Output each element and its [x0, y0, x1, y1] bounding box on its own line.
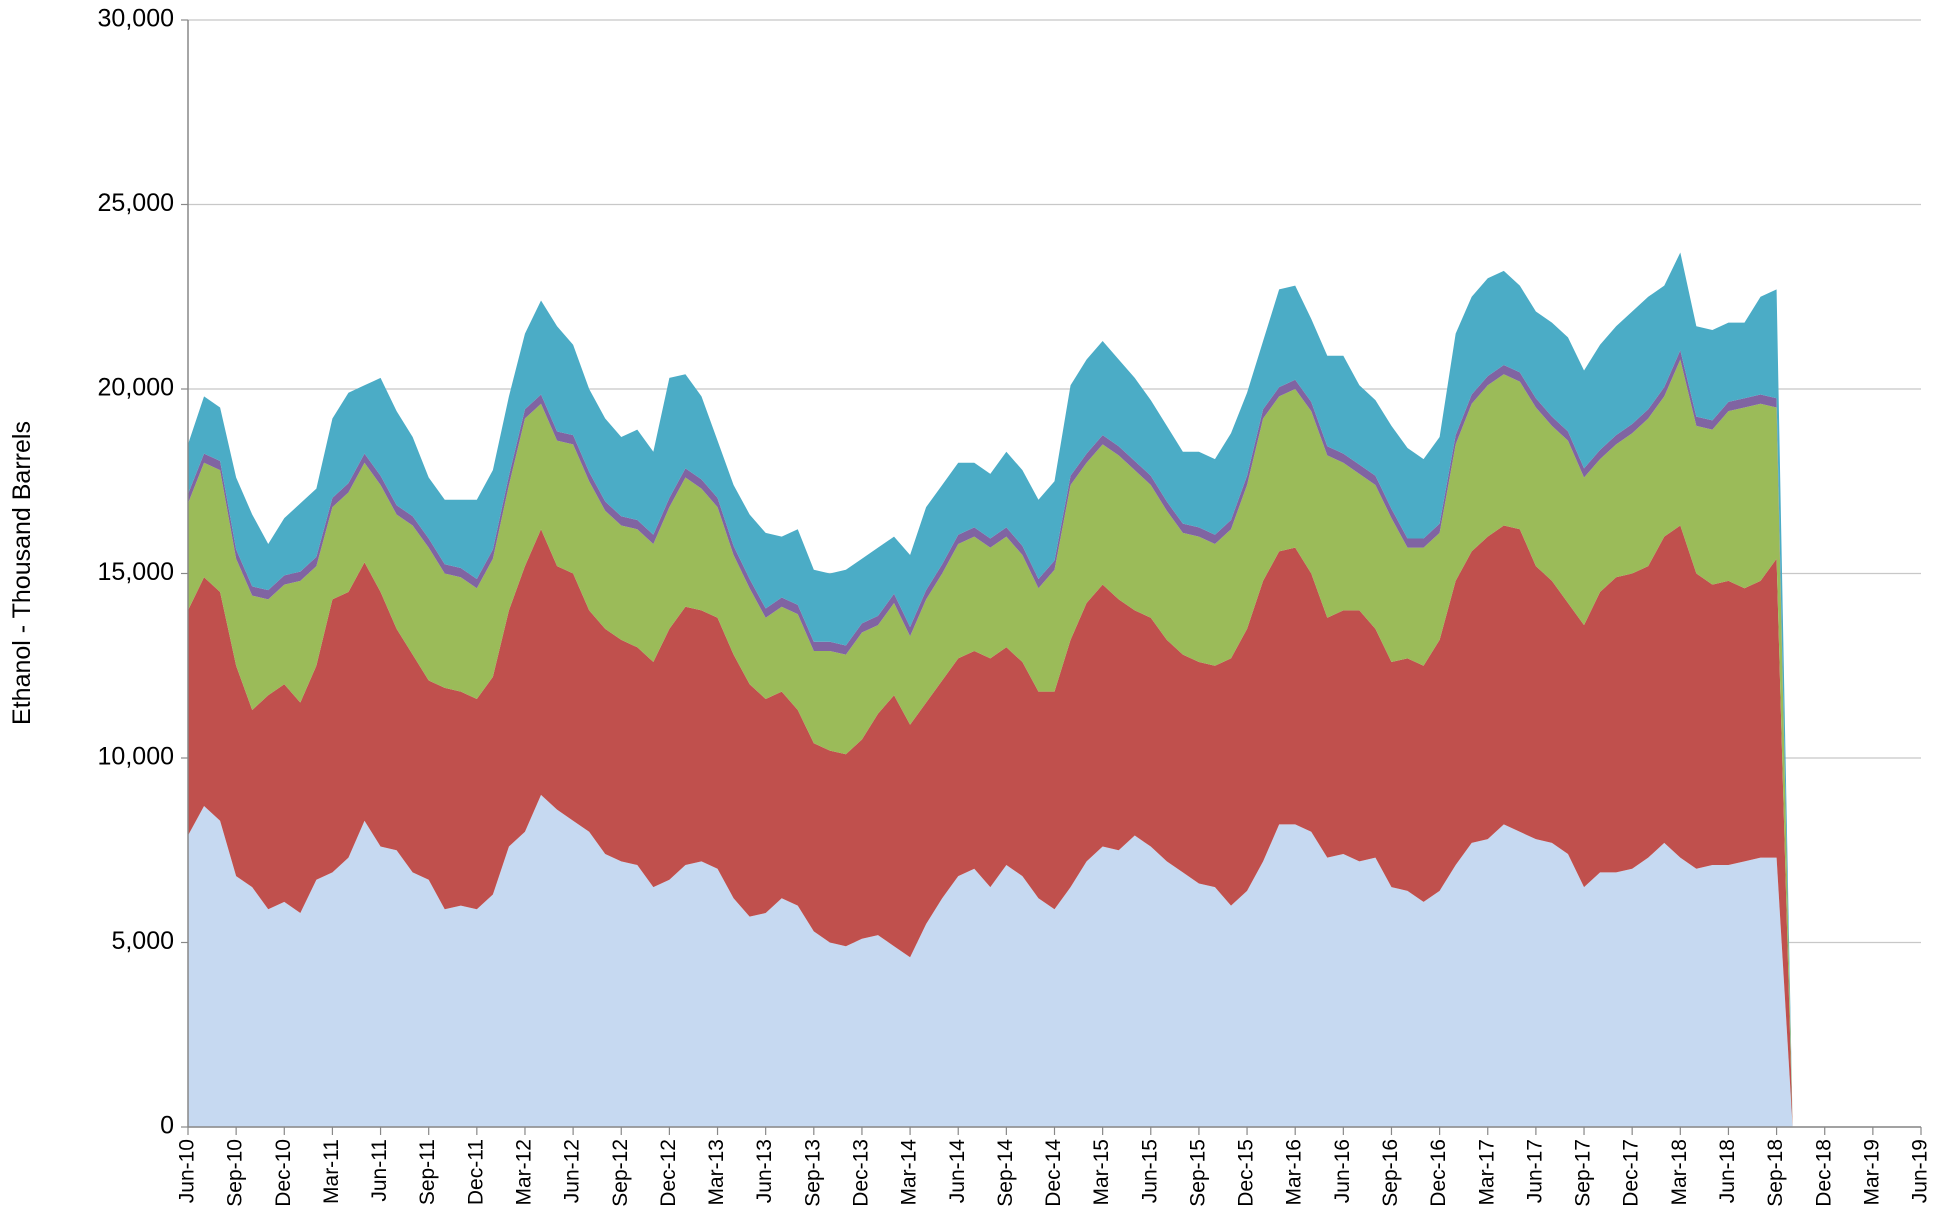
y-tick-label: 25,000 — [98, 189, 174, 217]
x-tick-label: Jun-18 — [1716, 1139, 1739, 1203]
x-tick-label: Dec-17 — [1620, 1139, 1643, 1207]
x-tick-label: Sep-12 — [609, 1139, 632, 1207]
x-tick-label: Jun-14 — [946, 1139, 969, 1204]
x-tick-label: Sep-18 — [1764, 1139, 1787, 1207]
x-tick-label: Mar-13 — [705, 1139, 728, 1206]
x-tick-label: Mar-12 — [513, 1139, 536, 1206]
area — [188, 525, 1921, 1127]
x-tick-label: Sep-11 — [416, 1139, 439, 1205]
x-tick-label: Dec-11 — [464, 1139, 487, 1205]
x-tick-label: Dec-16 — [1427, 1139, 1450, 1207]
y-axis-label: Ethanol - Thousand Barrels — [8, 421, 36, 725]
x-tick-label: Sep-13 — [801, 1139, 824, 1207]
x-tick-label: Sep-14 — [994, 1139, 1017, 1207]
y-tick-label: 0 — [160, 1112, 174, 1140]
x-tick-label: Mar-11 — [320, 1139, 343, 1204]
x-tick-label: Sep-10 — [224, 1139, 247, 1207]
x-tick-label: Dec-12 — [657, 1139, 680, 1207]
x-tick-label: Jun-16 — [1331, 1139, 1354, 1203]
x-tick-label: Jun-15 — [1138, 1139, 1161, 1203]
area — [188, 794, 1921, 1127]
y-tick-label: 15,000 — [98, 558, 174, 586]
area — [188, 252, 1921, 1128]
areas — [188, 252, 1921, 1128]
x-tick-label: Jun-12 — [561, 1139, 584, 1203]
x-tick-label: Jun-10 — [176, 1139, 199, 1203]
x-tick-label: Jun-19 — [1909, 1139, 1932, 1203]
x-tick-label: Jun-13 — [753, 1139, 776, 1203]
x-tick-label: Dec-14 — [1042, 1139, 1065, 1207]
x-tick-label: Mar-18 — [1668, 1139, 1691, 1206]
x-tick-label: Mar-19 — [1860, 1139, 1883, 1206]
axes: 0 5,000 10,000 15,000 20,000 25,000 30,000 Jun-… — [98, 5, 1932, 1207]
x-tick-label: Dec-13 — [849, 1139, 872, 1207]
x-tick-label: Mar-16 — [1283, 1139, 1306, 1206]
x-tick-label: Dec-15 — [1235, 1139, 1258, 1207]
x-tick-label: Jun-17 — [1523, 1139, 1546, 1203]
x-tick-label: Sep-16 — [1379, 1139, 1402, 1207]
area — [188, 359, 1921, 1128]
x-tick-label: Mar-17 — [1475, 1139, 1498, 1206]
x-tick-label: Mar-15 — [1090, 1139, 1113, 1206]
x-tick-label: Mar-14 — [898, 1139, 921, 1206]
y-tick-label: 10,000 — [98, 743, 174, 771]
x-tick-label: Dec-10 — [272, 1139, 295, 1207]
x-tick-label: Sep-15 — [1186, 1139, 1209, 1207]
x-tick-label: Dec-18 — [1812, 1139, 1835, 1207]
y-tick-label: 5,000 — [111, 927, 174, 955]
y-tick-label: 30,000 — [98, 5, 174, 33]
x-tick-label: Jun-11 — [368, 1139, 391, 1202]
y-tick-label: 20,000 — [98, 374, 174, 402]
x-tick-label: Sep-17 — [1572, 1139, 1595, 1207]
